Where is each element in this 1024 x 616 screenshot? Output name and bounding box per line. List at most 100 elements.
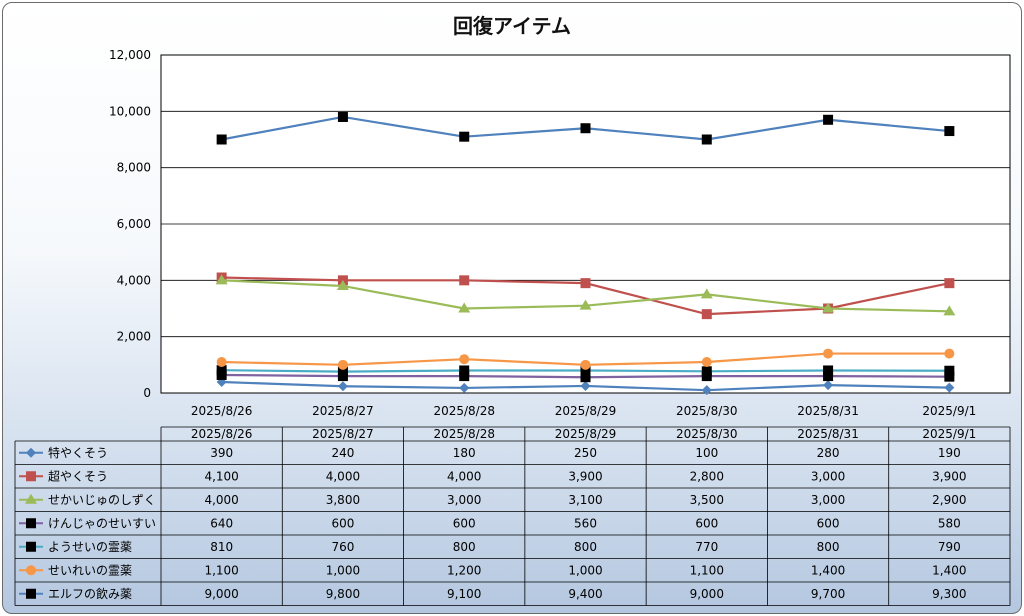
table-cell: 800 xyxy=(817,540,840,554)
table-cell: 1,400 xyxy=(811,563,845,577)
circle-marker xyxy=(337,359,348,370)
circle-marker xyxy=(580,359,591,370)
table-cell: 9,000 xyxy=(690,587,724,601)
table-cell: 3,900 xyxy=(932,469,966,483)
square-marker xyxy=(26,518,36,529)
table-cell: 4,000 xyxy=(447,469,481,483)
table-cell: 560 xyxy=(574,516,597,530)
table-cell: 190 xyxy=(938,446,961,460)
table-cell: 3,500 xyxy=(690,493,724,507)
table-cell: 2,900 xyxy=(932,493,966,507)
chart-title: 回復アイテム xyxy=(453,14,571,38)
series-2 xyxy=(215,274,956,316)
x-tick-label: 2025/8/31 xyxy=(797,404,859,418)
table-cell: 2,800 xyxy=(690,469,724,483)
x-tick-label: 2025/8/29 xyxy=(555,404,617,418)
table-header-cell: 2025/8/28 xyxy=(433,427,495,441)
triangle-marker xyxy=(25,493,37,504)
table-cell: 600 xyxy=(453,516,476,530)
square-marker xyxy=(26,588,36,599)
table-cell: 9,800 xyxy=(326,587,360,601)
diamond-marker xyxy=(580,380,591,391)
table-header-cell: 2025/8/31 xyxy=(797,427,859,441)
triangle-marker xyxy=(943,305,956,316)
square-marker xyxy=(459,131,470,142)
square-marker xyxy=(823,365,834,376)
data-table: 2025/8/26 2025/8/27 2025/8/28 2025/8/29 2025… xyxy=(14,426,1011,606)
diamond-marker xyxy=(944,382,955,393)
table-cell: 4,000 xyxy=(204,493,238,507)
square-marker xyxy=(580,365,591,376)
square-marker xyxy=(701,309,712,320)
triangle-marker xyxy=(822,302,835,313)
table-cell: 1,200 xyxy=(447,563,481,577)
square-marker xyxy=(944,365,955,376)
triangle-marker xyxy=(215,274,228,285)
diamond-marker xyxy=(337,381,348,392)
square-marker xyxy=(944,126,955,137)
square-marker xyxy=(26,541,36,552)
table-header-cell: 2025/8/27 xyxy=(312,427,374,441)
gridlines xyxy=(160,54,1011,394)
square-marker xyxy=(337,366,348,377)
series-0 xyxy=(216,377,955,396)
diamond-marker xyxy=(701,385,712,396)
table-cell: 3,100 xyxy=(568,493,602,507)
table-cell: 9,300 xyxy=(932,587,966,601)
table-cell: 1,100 xyxy=(690,563,724,577)
table-cell: 790 xyxy=(938,540,961,554)
table-cell: 9,000 xyxy=(204,587,238,601)
y-tick-label: 0 xyxy=(143,386,151,400)
line-chart: 回復アイテム 0 2,000 4,000 6,000 8,000 10,000 12,000… xyxy=(14,14,1011,606)
circle-marker xyxy=(701,357,712,368)
x-tick-label: 2025/8/26 xyxy=(191,404,253,418)
triangle-marker xyxy=(336,279,349,290)
square-marker xyxy=(823,371,834,382)
table-header-cell: 2025/8/26 xyxy=(191,427,253,441)
y-axis-ticks: 0 2,000 4,000 6,000 8,000 10,000 12,000 xyxy=(109,48,151,400)
diamond-marker xyxy=(459,382,470,393)
square-marker xyxy=(459,365,470,376)
series-4 xyxy=(216,365,955,377)
square-marker xyxy=(944,278,955,289)
square-marker xyxy=(823,114,834,125)
diamond-marker xyxy=(823,380,834,391)
x-tick-label: 2025/8/27 xyxy=(312,404,374,418)
circle-marker xyxy=(216,357,227,368)
x-axis-ticks: 2025/8/26 2025/8/27 2025/8/28 2025/8/29 2025… xyxy=(191,404,976,418)
series-name: エルフの飲み薬 xyxy=(48,586,132,601)
series-lines xyxy=(215,111,956,396)
table-cell: 100 xyxy=(695,446,718,460)
table-cell: 3,900 xyxy=(568,469,602,483)
series-name: せいれいの霊薬 xyxy=(48,563,132,577)
table-header-cell: 2025/8/29 xyxy=(555,427,617,441)
table-cell: 280 xyxy=(817,446,840,460)
table-cell: 600 xyxy=(695,516,718,530)
square-marker xyxy=(459,275,470,286)
table-cell: 180 xyxy=(453,446,476,460)
series-name: せかいじゅのしずく xyxy=(48,493,156,507)
square-marker xyxy=(944,371,955,382)
table-cell: 250 xyxy=(574,446,597,460)
y-tick-label: 6,000 xyxy=(117,217,151,231)
table-cell: 600 xyxy=(817,516,840,530)
table-cell: 1,100 xyxy=(204,563,238,577)
table-cell: 9,700 xyxy=(811,587,845,601)
table-cell: 760 xyxy=(331,540,354,554)
table-cell: 770 xyxy=(695,540,718,554)
y-tick-label: 10,000 xyxy=(109,104,151,118)
diamond-marker xyxy=(26,447,36,458)
table-cell: 240 xyxy=(331,446,354,460)
table-cell: 390 xyxy=(210,446,233,460)
series-name: 特やくそう xyxy=(48,445,108,460)
square-marker xyxy=(459,371,470,382)
square-marker xyxy=(701,134,712,145)
table-cell: 1,400 xyxy=(932,563,966,577)
table-cell: 3,000 xyxy=(447,493,481,507)
circle-marker xyxy=(26,565,36,576)
square-marker xyxy=(580,123,591,134)
table-cell: 9,400 xyxy=(568,587,602,601)
table-cell: 800 xyxy=(453,540,476,554)
x-tick-label: 2025/8/30 xyxy=(676,404,738,418)
